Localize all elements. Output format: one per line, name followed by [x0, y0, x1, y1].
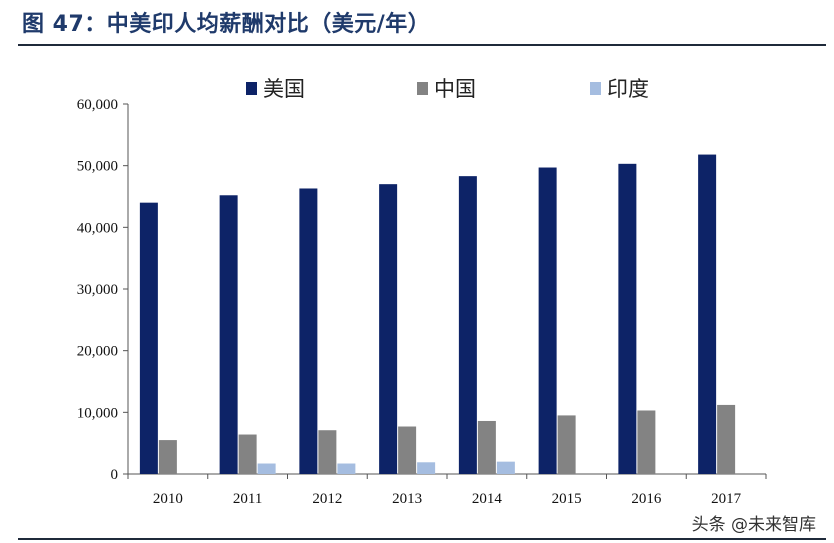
bar-china-2016	[637, 410, 656, 474]
figure-title: 图 47：中美印人均薪酬对比（美元/年）	[22, 12, 431, 37]
bar-usa-2014	[458, 176, 477, 474]
chart-legend: 美国 中国 印度	[246, 77, 649, 101]
legend-swatch-usa	[246, 82, 257, 95]
legend-label-usa: 美国	[263, 77, 305, 101]
bar-india-2013	[417, 462, 436, 474]
bar-usa-2010	[139, 202, 158, 474]
bottom-rule	[18, 538, 826, 540]
bar-china-2017	[717, 404, 736, 474]
x-axis: 2010 2011 2012 2013 2014 2015 2016 2017	[127, 473, 767, 507]
y-tick-label: 0	[111, 467, 119, 483]
y-tick-label: 50,000	[77, 159, 118, 175]
bars	[139, 154, 736, 475]
x-tick-label: 2010	[153, 491, 183, 507]
top-rule	[18, 44, 826, 46]
legend-label-china: 中国	[434, 77, 476, 101]
bar-usa-2016	[618, 163, 637, 475]
bar-india-2011	[257, 463, 276, 474]
bar-china-2014	[477, 420, 496, 474]
bar-china-2015	[557, 415, 576, 474]
y-tick-label: 60,000	[77, 97, 118, 113]
bar-china-2012	[318, 430, 337, 474]
x-tick-label: 2016	[631, 491, 662, 507]
legend-swatch-india	[590, 82, 601, 95]
y-tick-label: 30,000	[77, 282, 118, 298]
bar-china-2011	[238, 434, 257, 474]
bar-india-2012	[337, 463, 356, 474]
legend-swatch-china	[417, 82, 428, 95]
y-tick-label: 10,000	[77, 405, 118, 421]
x-tick-label: 2013	[392, 491, 422, 507]
bar-india-2014	[496, 461, 515, 474]
x-tick-label: 2014	[472, 491, 503, 507]
bar-usa-2015	[538, 167, 557, 474]
bar-usa-2012	[299, 188, 318, 474]
legend-label-india: 印度	[607, 77, 649, 101]
x-tick-label: 2011	[233, 491, 262, 507]
bar-usa-2013	[379, 184, 398, 474]
bar-usa-2011	[219, 195, 238, 474]
x-tick-label: 2017	[711, 491, 742, 507]
y-axis: 0 10,000 20,000 30,000 40,000 50,000 60,000	[77, 97, 129, 483]
bar-china-2010	[158, 440, 177, 474]
watermark: 头条 @未来智库	[691, 515, 816, 535]
x-tick-label: 2012	[312, 491, 342, 507]
y-tick-label: 40,000	[77, 220, 118, 236]
bar-usa-2017	[698, 154, 717, 475]
x-tick-label: 2015	[552, 491, 582, 507]
y-tick-label: 20,000	[77, 344, 118, 360]
bar-china-2013	[398, 426, 417, 474]
